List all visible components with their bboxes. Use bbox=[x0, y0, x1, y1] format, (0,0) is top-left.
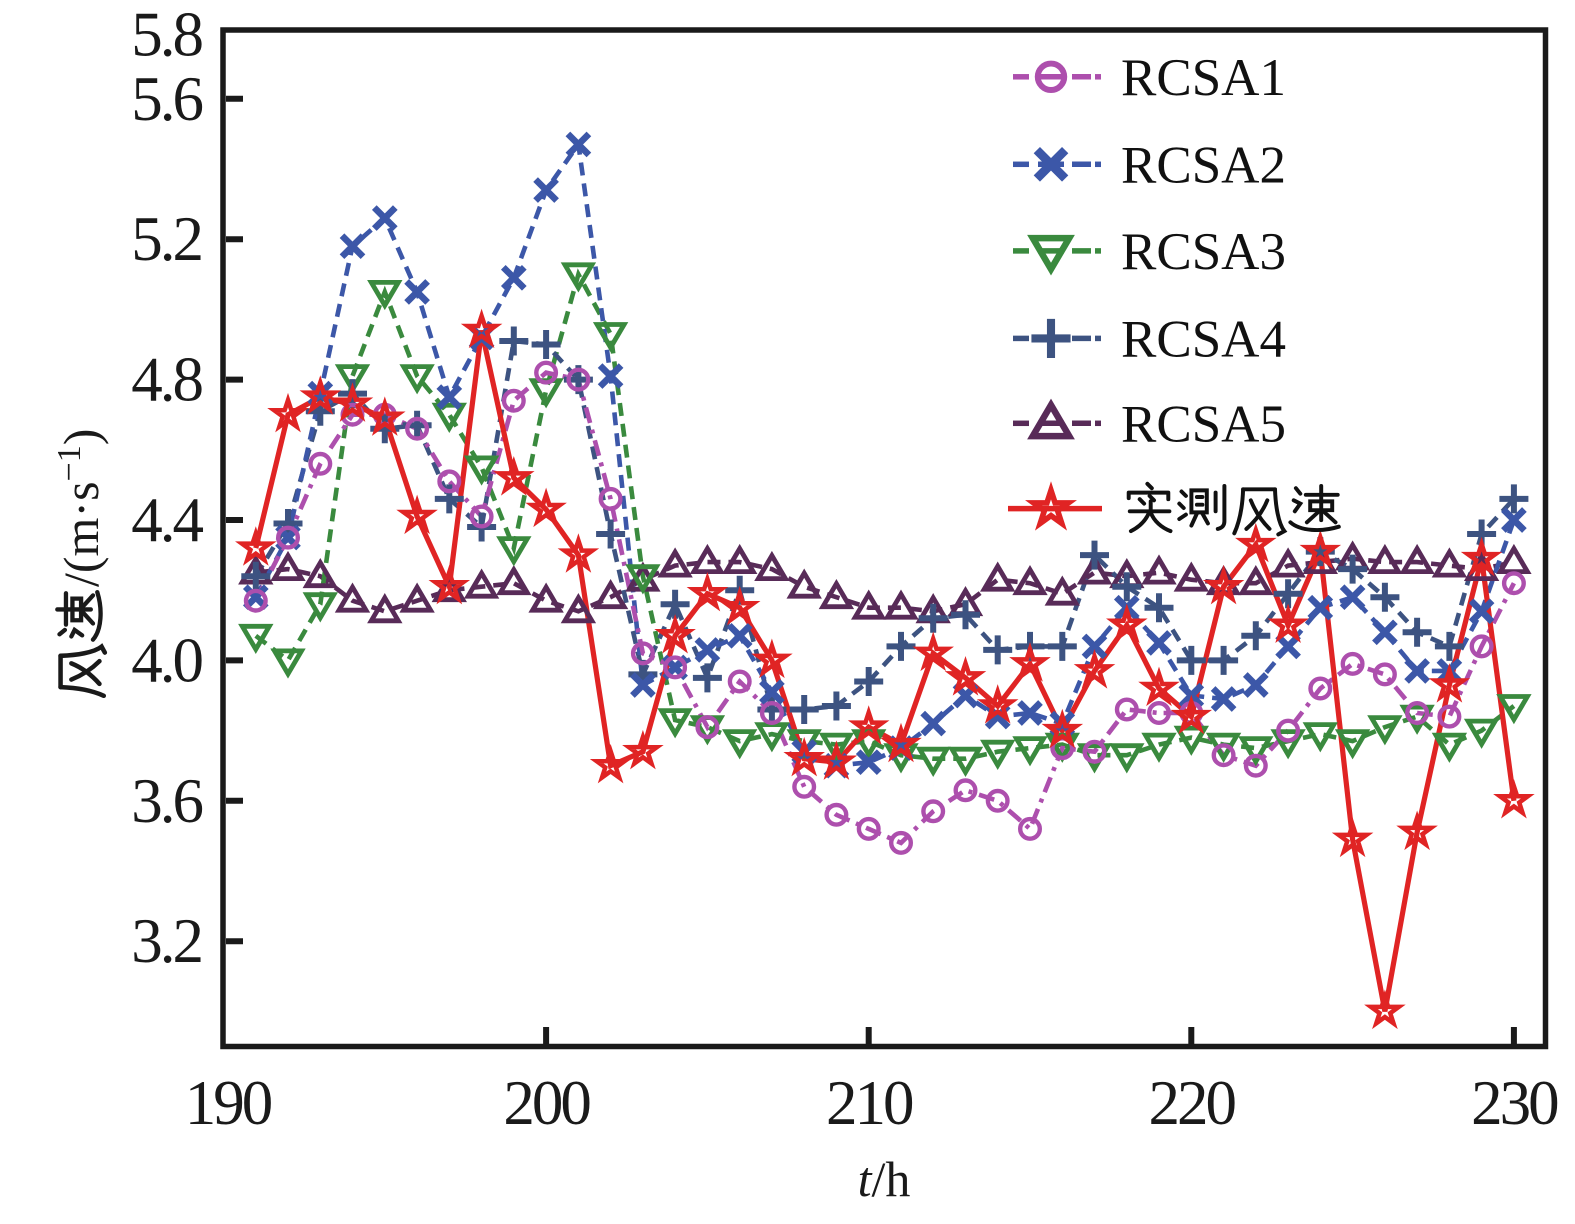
svg-text:190: 190 bbox=[185, 1068, 272, 1138]
svg-text:230: 230 bbox=[1471, 1068, 1558, 1138]
svg-text:210: 210 bbox=[826, 1068, 913, 1138]
svg-text:5.2: 5.2 bbox=[131, 204, 201, 274]
svg-text:5.6: 5.6 bbox=[131, 64, 202, 134]
svg-text:5.8: 5.8 bbox=[131, 0, 202, 70]
svg-text:4.8: 4.8 bbox=[131, 345, 202, 415]
svg-text:3.2: 3.2 bbox=[131, 906, 201, 976]
svg-text:3.6: 3.6 bbox=[131, 766, 202, 836]
svg-text:RCSA1: RCSA1 bbox=[1121, 49, 1286, 107]
svg-text:RCSA2: RCSA2 bbox=[1121, 136, 1286, 194]
svg-text:RCSA3: RCSA3 bbox=[1121, 223, 1286, 281]
svg-text:RCSA4: RCSA4 bbox=[1121, 310, 1286, 368]
svg-text:4.4: 4.4 bbox=[131, 485, 203, 555]
svg-text:RCSA5: RCSA5 bbox=[1121, 395, 1286, 453]
svg-text:220: 220 bbox=[1149, 1068, 1236, 1138]
svg-text:4.0: 4.0 bbox=[131, 625, 202, 695]
svg-text:200: 200 bbox=[503, 1068, 590, 1138]
svg-text:t/h: t/h bbox=[858, 1151, 911, 1207]
